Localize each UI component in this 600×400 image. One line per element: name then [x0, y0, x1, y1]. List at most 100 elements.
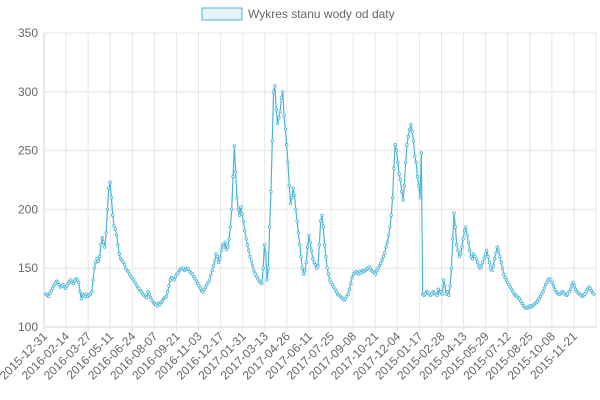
data-point[interactable]: [572, 284, 577, 288]
data-point[interactable]: [271, 90, 276, 94]
data-point[interactable]: [213, 259, 217, 263]
data-point[interactable]: [308, 240, 312, 245]
data-point[interactable]: [381, 254, 386, 259]
data-point[interactable]: [494, 251, 498, 255]
data-point[interactable]: [249, 259, 254, 263]
data-point[interactable]: [117, 252, 121, 256]
data-point[interactable]: [165, 290, 170, 294]
data-point[interactable]: [298, 242, 302, 247]
data-point[interactable]: [231, 174, 235, 179]
data-point[interactable]: [419, 151, 424, 155]
data-point[interactable]: [440, 292, 444, 296]
data-point[interactable]: [435, 293, 439, 297]
data-point[interactable]: [386, 233, 391, 237]
data-point[interactable]: [97, 254, 102, 259]
data-point[interactable]: [304, 260, 308, 265]
data-point[interactable]: [452, 211, 456, 215]
data-point[interactable]: [451, 237, 455, 241]
data-point[interactable]: [466, 240, 471, 245]
data-point[interactable]: [93, 260, 98, 265]
data-point[interactable]: [147, 292, 152, 296]
data-point[interactable]: [112, 224, 116, 228]
data-point[interactable]: [447, 293, 451, 297]
data-point[interactable]: [248, 254, 252, 259]
data-point[interactable]: [346, 292, 350, 296]
data-point[interactable]: [218, 257, 222, 261]
data-point[interactable]: [235, 195, 239, 200]
data-point[interactable]: [303, 268, 307, 273]
data-point[interactable]: [279, 95, 284, 100]
data-point[interactable]: [500, 266, 505, 270]
data-point[interactable]: [482, 257, 486, 261]
data-point[interactable]: [405, 143, 409, 147]
data-point[interactable]: [321, 225, 325, 229]
data-point[interactable]: [92, 266, 97, 270]
data-point[interactable]: [232, 144, 237, 148]
data-point[interactable]: [277, 115, 281, 120]
data-point[interactable]: [393, 143, 397, 147]
data-point[interactable]: [260, 281, 264, 286]
data-point[interactable]: [443, 284, 447, 288]
data-point[interactable]: [464, 225, 468, 229]
data-point[interactable]: [373, 272, 378, 276]
data-point[interactable]: [458, 252, 463, 256]
data-point[interactable]: [305, 245, 310, 249]
data-point[interactable]: [228, 225, 233, 229]
data-point[interactable]: [275, 121, 280, 126]
data-point[interactable]: [116, 242, 120, 247]
data-point[interactable]: [410, 130, 414, 134]
data-point[interactable]: [322, 242, 327, 247]
data-point[interactable]: [76, 280, 81, 285]
data-point[interactable]: [541, 290, 545, 294]
data-point[interactable]: [292, 193, 297, 197]
data-point[interactable]: [502, 272, 506, 276]
data-point[interactable]: [402, 184, 407, 188]
data-point[interactable]: [398, 178, 403, 182]
data-point[interactable]: [96, 259, 101, 263]
data-point[interactable]: [290, 195, 294, 200]
data-point[interactable]: [483, 252, 488, 256]
data-point[interactable]: [164, 294, 169, 299]
data-point[interactable]: [300, 266, 305, 270]
data-point[interactable]: [570, 284, 574, 288]
data-point[interactable]: [379, 261, 383, 266]
data-point[interactable]: [415, 174, 420, 179]
data-point[interactable]: [210, 268, 214, 273]
data-point[interactable]: [211, 264, 216, 268]
data-point[interactable]: [233, 170, 238, 174]
data-point[interactable]: [226, 245, 230, 249]
data-point[interactable]: [122, 262, 127, 267]
data-point[interactable]: [101, 240, 106, 245]
data-point[interactable]: [542, 286, 546, 290]
data-point[interactable]: [396, 160, 400, 165]
data-point[interactable]: [266, 266, 271, 270]
data-point[interactable]: [262, 242, 267, 247]
data-point[interactable]: [317, 242, 322, 247]
data-point[interactable]: [445, 290, 450, 294]
data-point[interactable]: [281, 90, 285, 94]
data-point[interactable]: [491, 264, 495, 268]
data-point[interactable]: [267, 225, 272, 229]
data-point[interactable]: [105, 207, 110, 212]
data-point[interactable]: [383, 251, 387, 255]
data-point[interactable]: [100, 235, 104, 240]
data-point[interactable]: [90, 290, 94, 294]
data-point[interactable]: [243, 228, 247, 233]
data-point[interactable]: [273, 84, 277, 88]
data-point[interactable]: [568, 287, 573, 292]
data-point[interactable]: [325, 266, 329, 270]
data-point[interactable]: [219, 248, 223, 253]
data-point[interactable]: [487, 260, 492, 265]
data-point[interactable]: [287, 184, 291, 188]
data-point[interactable]: [288, 201, 293, 206]
data-point[interactable]: [269, 190, 273, 194]
data-point[interactable]: [481, 260, 485, 265]
data-point[interactable]: [309, 248, 314, 253]
data-point[interactable]: [479, 264, 484, 268]
data-point[interactable]: [436, 287, 441, 292]
data-point[interactable]: [103, 245, 107, 249]
data-point[interactable]: [486, 254, 490, 259]
data-point[interactable]: [403, 160, 408, 165]
data-point[interactable]: [307, 233, 311, 237]
data-point[interactable]: [495, 245, 499, 249]
